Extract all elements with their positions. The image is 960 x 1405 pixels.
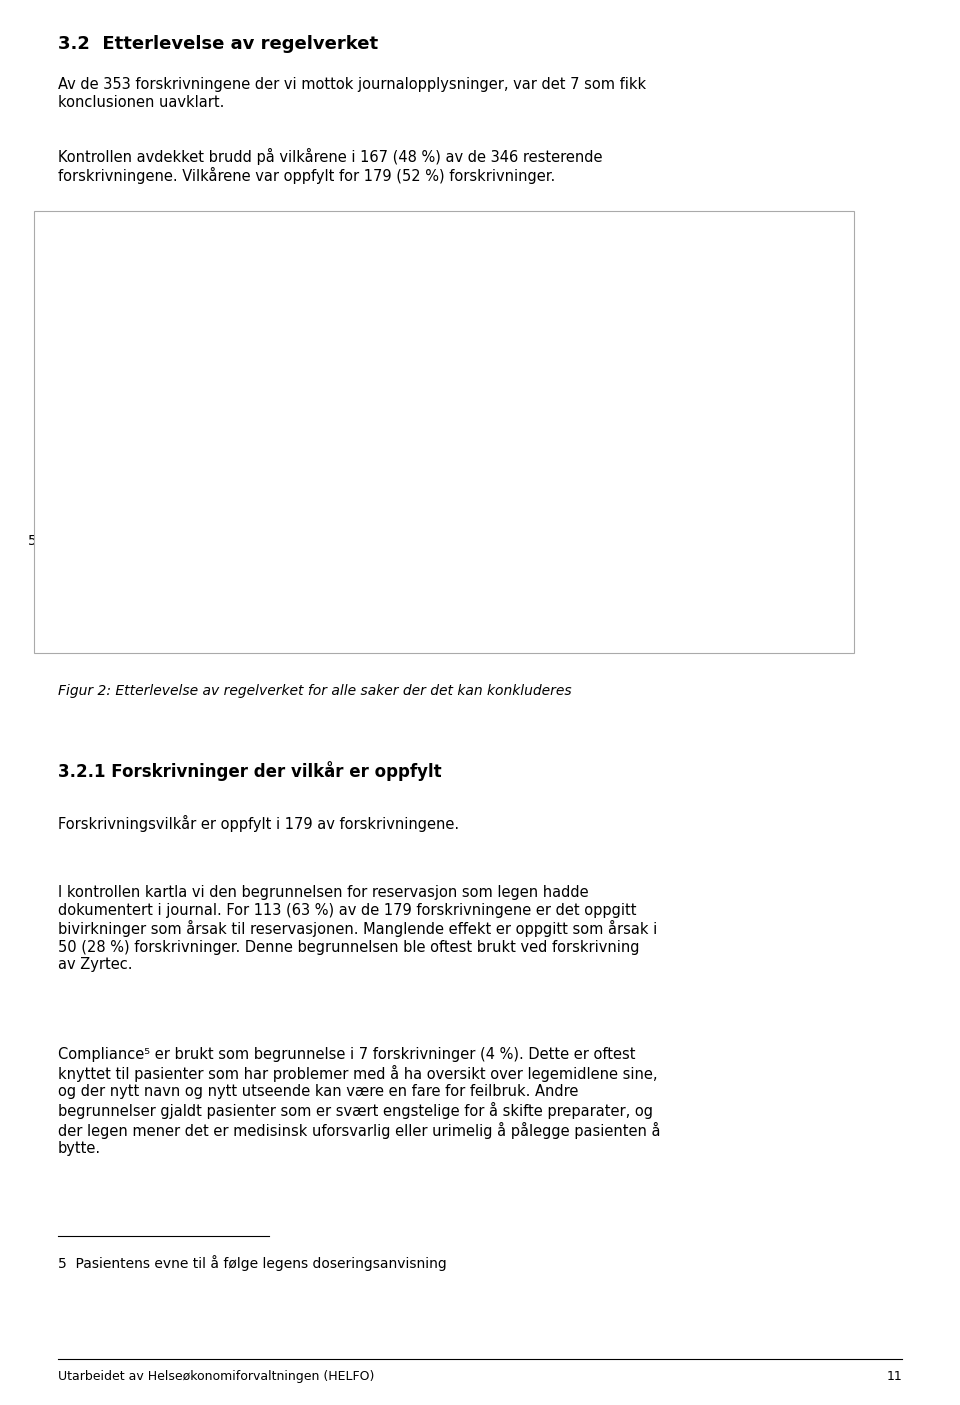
Text: Kontroll 4/2011: Kontroll 4/2011 — [312, 275, 444, 291]
Wedge shape — [293, 323, 492, 603]
Text: Compliance⁵ er brukt som begrunnelse i 7 forskrivninger (4 %). Dette er oftest
k: Compliance⁵ er brukt som begrunnelse i 7… — [58, 1047, 660, 1156]
Text: 3.2.1 Forskrivninger der vilkår er oppfylt: 3.2.1 Forskrivninger der vilkår er oppfy… — [58, 762, 442, 781]
Text: 52 %: 52 % — [28, 534, 63, 548]
Legend: Ikke oppfylt, Oppfylt: Ikke oppfylt, Oppfylt — [559, 393, 665, 430]
Text: Konklusjon på legens forskrivning (N=346): Konklusjon på legens forskrivning (N=346… — [142, 236, 614, 259]
Wedge shape — [93, 323, 318, 604]
Text: Figur 2: Etterlevelse av regelverket for alle saker der det kan konkluderes: Figur 2: Etterlevelse av regelverket for… — [58, 684, 571, 698]
Text: Utarbeidet av Helseøkonomiforvaltningen (HELFO): Utarbeidet av Helseøkonomiforvaltningen … — [58, 1370, 374, 1383]
Text: 5  Pasientens evne til å følge legens doseringsanvisning: 5 Pasientens evne til å følge legens dos… — [58, 1255, 446, 1270]
Text: 3.2  Etterlevelse av regelverket: 3.2 Etterlevelse av regelverket — [58, 35, 377, 53]
Text: I kontrollen kartla vi den begrunnelsen for reservasjon som legen hadde
dokument: I kontrollen kartla vi den begrunnelsen … — [58, 885, 657, 972]
Text: 48 %: 48 % — [443, 534, 478, 548]
Text: Forskrivningsvilkår er oppfylt i 179 av forskrivningene.: Forskrivningsvilkår er oppfylt i 179 av … — [58, 815, 459, 832]
Text: Kontrollen avdekket brudd på vilkårene i 167 (48 %) av de 346 resterende
forskri: Kontrollen avdekket brudd på vilkårene i… — [58, 148, 602, 184]
Text: Av de 353 forskrivningene der vi mottok journalopplysninger, var det 7 som fikk
: Av de 353 forskrivningene der vi mottok … — [58, 77, 646, 110]
Text: 11: 11 — [887, 1370, 902, 1383]
